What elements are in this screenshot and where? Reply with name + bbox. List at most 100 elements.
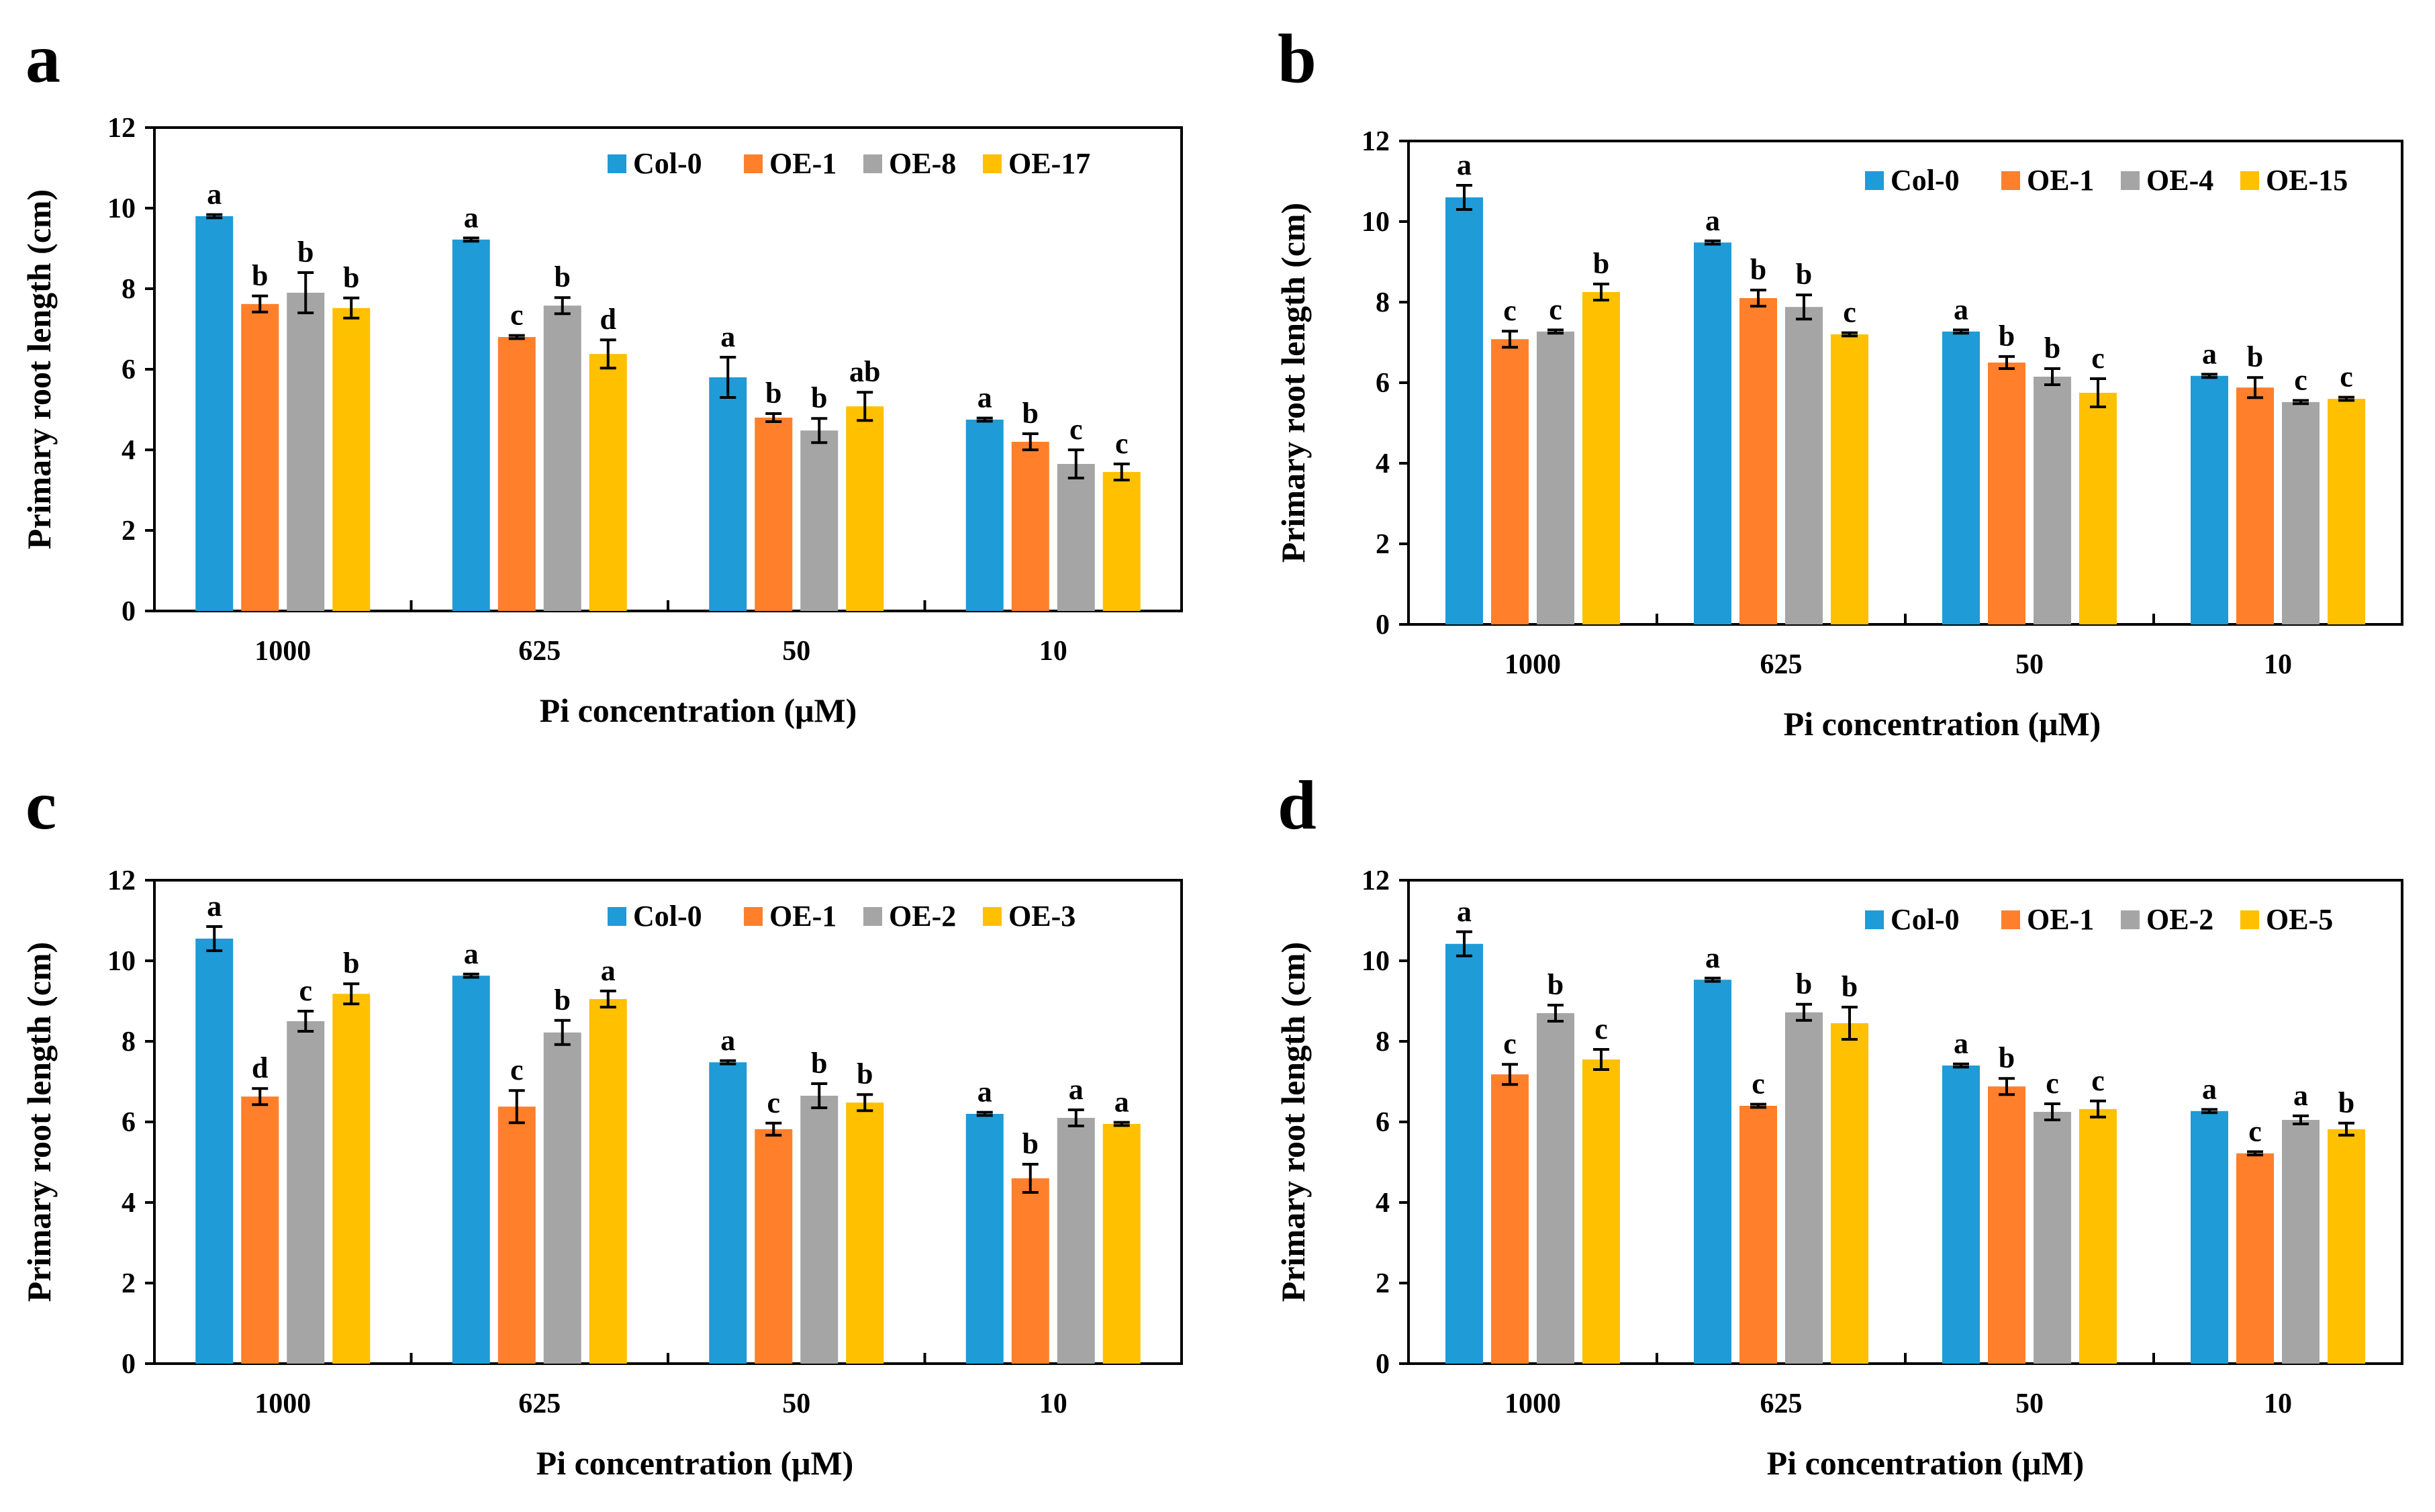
panel-label: c: [26, 767, 57, 844]
x-axis-label: Pi concentration (μM): [1767, 1444, 2085, 1482]
legend-swatch: [744, 907, 763, 926]
bar-col-0: [965, 1114, 1004, 1364]
significance-letter: b: [343, 261, 359, 294]
x-tick-label: 50: [2015, 1388, 2044, 1419]
y-axis-label: Primary root length (cm): [1274, 203, 1312, 563]
bar-col-0: [2191, 375, 2228, 624]
legend-label: Col-0: [1891, 164, 1960, 197]
bar-oe-17: [332, 308, 371, 611]
bar-oe-17: [1102, 472, 1141, 611]
x-tick-label: 1000: [254, 1388, 311, 1419]
legend-label: OE-5: [2266, 903, 2333, 936]
bar-oe-1: [1491, 1074, 1529, 1364]
y-tick-label: 0: [122, 1349, 136, 1380]
bar-oe-1: [241, 1096, 279, 1364]
legend-label: OE-4: [2146, 164, 2213, 197]
significance-letter: b: [297, 236, 314, 269]
significance-letter: c: [2340, 361, 2353, 393]
significance-letter: a: [1954, 293, 1968, 326]
bar-col-0: [709, 1062, 747, 1364]
y-tick-label: 4: [122, 1188, 136, 1219]
legend-swatch: [863, 154, 882, 173]
significance-letter: c: [1843, 296, 1856, 329]
bar-col-0: [195, 939, 234, 1364]
legend-label: OE-2: [889, 900, 956, 933]
bar-col-0: [2191, 1111, 2228, 1364]
bar-oe-15: [1831, 334, 1868, 624]
bar-oe-1: [755, 1129, 793, 1364]
significance-letter: b: [857, 1057, 873, 1090]
significance-letter: c: [2294, 363, 2307, 396]
x-tick-label: 50: [2015, 649, 2044, 680]
x-tick-label: 10: [2264, 649, 2292, 680]
legend-swatch: [608, 154, 626, 173]
bar-oe-1: [1011, 1178, 1049, 1364]
x-tick-label: 10: [2264, 1388, 2292, 1419]
significance-letter: c: [510, 1053, 524, 1086]
x-tick-label: 625: [518, 1388, 561, 1419]
bar-oe-2: [543, 1032, 581, 1364]
significance-letter: a: [1705, 941, 1720, 974]
bar-oe-5: [1582, 1059, 1620, 1364]
y-tick-label: 4: [1376, 1188, 1390, 1219]
bar-oe-1: [1988, 363, 2025, 624]
significance-letter: b: [1022, 397, 1039, 430]
bar-oe-3: [846, 1102, 884, 1364]
y-tick-label: 0: [1376, 1349, 1390, 1380]
legend-label: Col-0: [1891, 903, 1960, 936]
x-tick-label: 625: [518, 636, 561, 667]
significance-letter: b: [1999, 1041, 2015, 1074]
y-tick-label: 12: [107, 865, 136, 896]
bar-oe-1: [1988, 1086, 2025, 1364]
y-tick-label: 8: [1376, 287, 1390, 318]
x-tick-label: 10: [1039, 636, 1067, 667]
significance-letter: a: [601, 954, 616, 987]
bar-oe-1: [1011, 442, 1049, 611]
bar-oe-1: [2236, 387, 2274, 624]
legend-label: OE-8: [889, 147, 956, 180]
y-tick-label: 8: [122, 274, 136, 305]
bar-oe-2: [1057, 1118, 1095, 1364]
significance-letter: a: [1954, 1027, 1968, 1060]
significance-letter: b: [1999, 320, 2015, 352]
x-axis-label: Pi concentration (μM): [540, 692, 857, 729]
significance-letter: b: [1022, 1127, 1039, 1160]
significance-letter: c: [767, 1086, 780, 1119]
significance-letter: a: [207, 178, 222, 211]
x-tick-label: 10: [1039, 1388, 1067, 1419]
bar-oe-2: [2034, 1112, 2071, 1364]
legend-swatch: [2121, 910, 2140, 929]
bar-oe-4: [2034, 377, 2071, 624]
significance-letter: a: [1457, 895, 1472, 928]
significance-letter: a: [2293, 1079, 2308, 1112]
bar-oe-1: [2236, 1153, 2274, 1364]
significance-letter: c: [1115, 427, 1129, 460]
y-tick-label: 8: [1376, 1027, 1390, 1057]
significance-letter: b: [555, 984, 571, 1017]
bar-col-0: [1942, 331, 1980, 624]
panel-label: d: [1278, 767, 1317, 844]
significance-letter: b: [811, 1047, 827, 1080]
bar-oe-1: [755, 418, 793, 611]
x-tick-label: 50: [782, 1388, 810, 1419]
bar-oe-3: [332, 994, 371, 1364]
x-tick-label: 625: [1760, 1388, 1803, 1419]
significance-letter: c: [1503, 1027, 1517, 1060]
bar-oe-15: [2328, 399, 2365, 624]
bar-oe-1: [1491, 339, 1529, 624]
legend-swatch: [2240, 171, 2259, 190]
legend-swatch: [1865, 171, 1884, 190]
significance-letter: d: [252, 1051, 268, 1084]
bar-oe-4: [1785, 307, 1823, 624]
bar-oe-4: [2282, 401, 2320, 624]
bar-oe-8: [287, 293, 325, 611]
bar-oe-15: [1582, 292, 1620, 624]
significance-letter: b: [555, 261, 571, 293]
significance-letter: ab: [849, 355, 880, 388]
y-tick-label: 12: [1362, 126, 1390, 157]
legend-label: OE-3: [1008, 900, 1076, 933]
y-axis-label: Primary root length (cm): [1274, 942, 1312, 1302]
bar-oe-4: [1537, 331, 1574, 624]
significance-letter: b: [252, 259, 268, 292]
